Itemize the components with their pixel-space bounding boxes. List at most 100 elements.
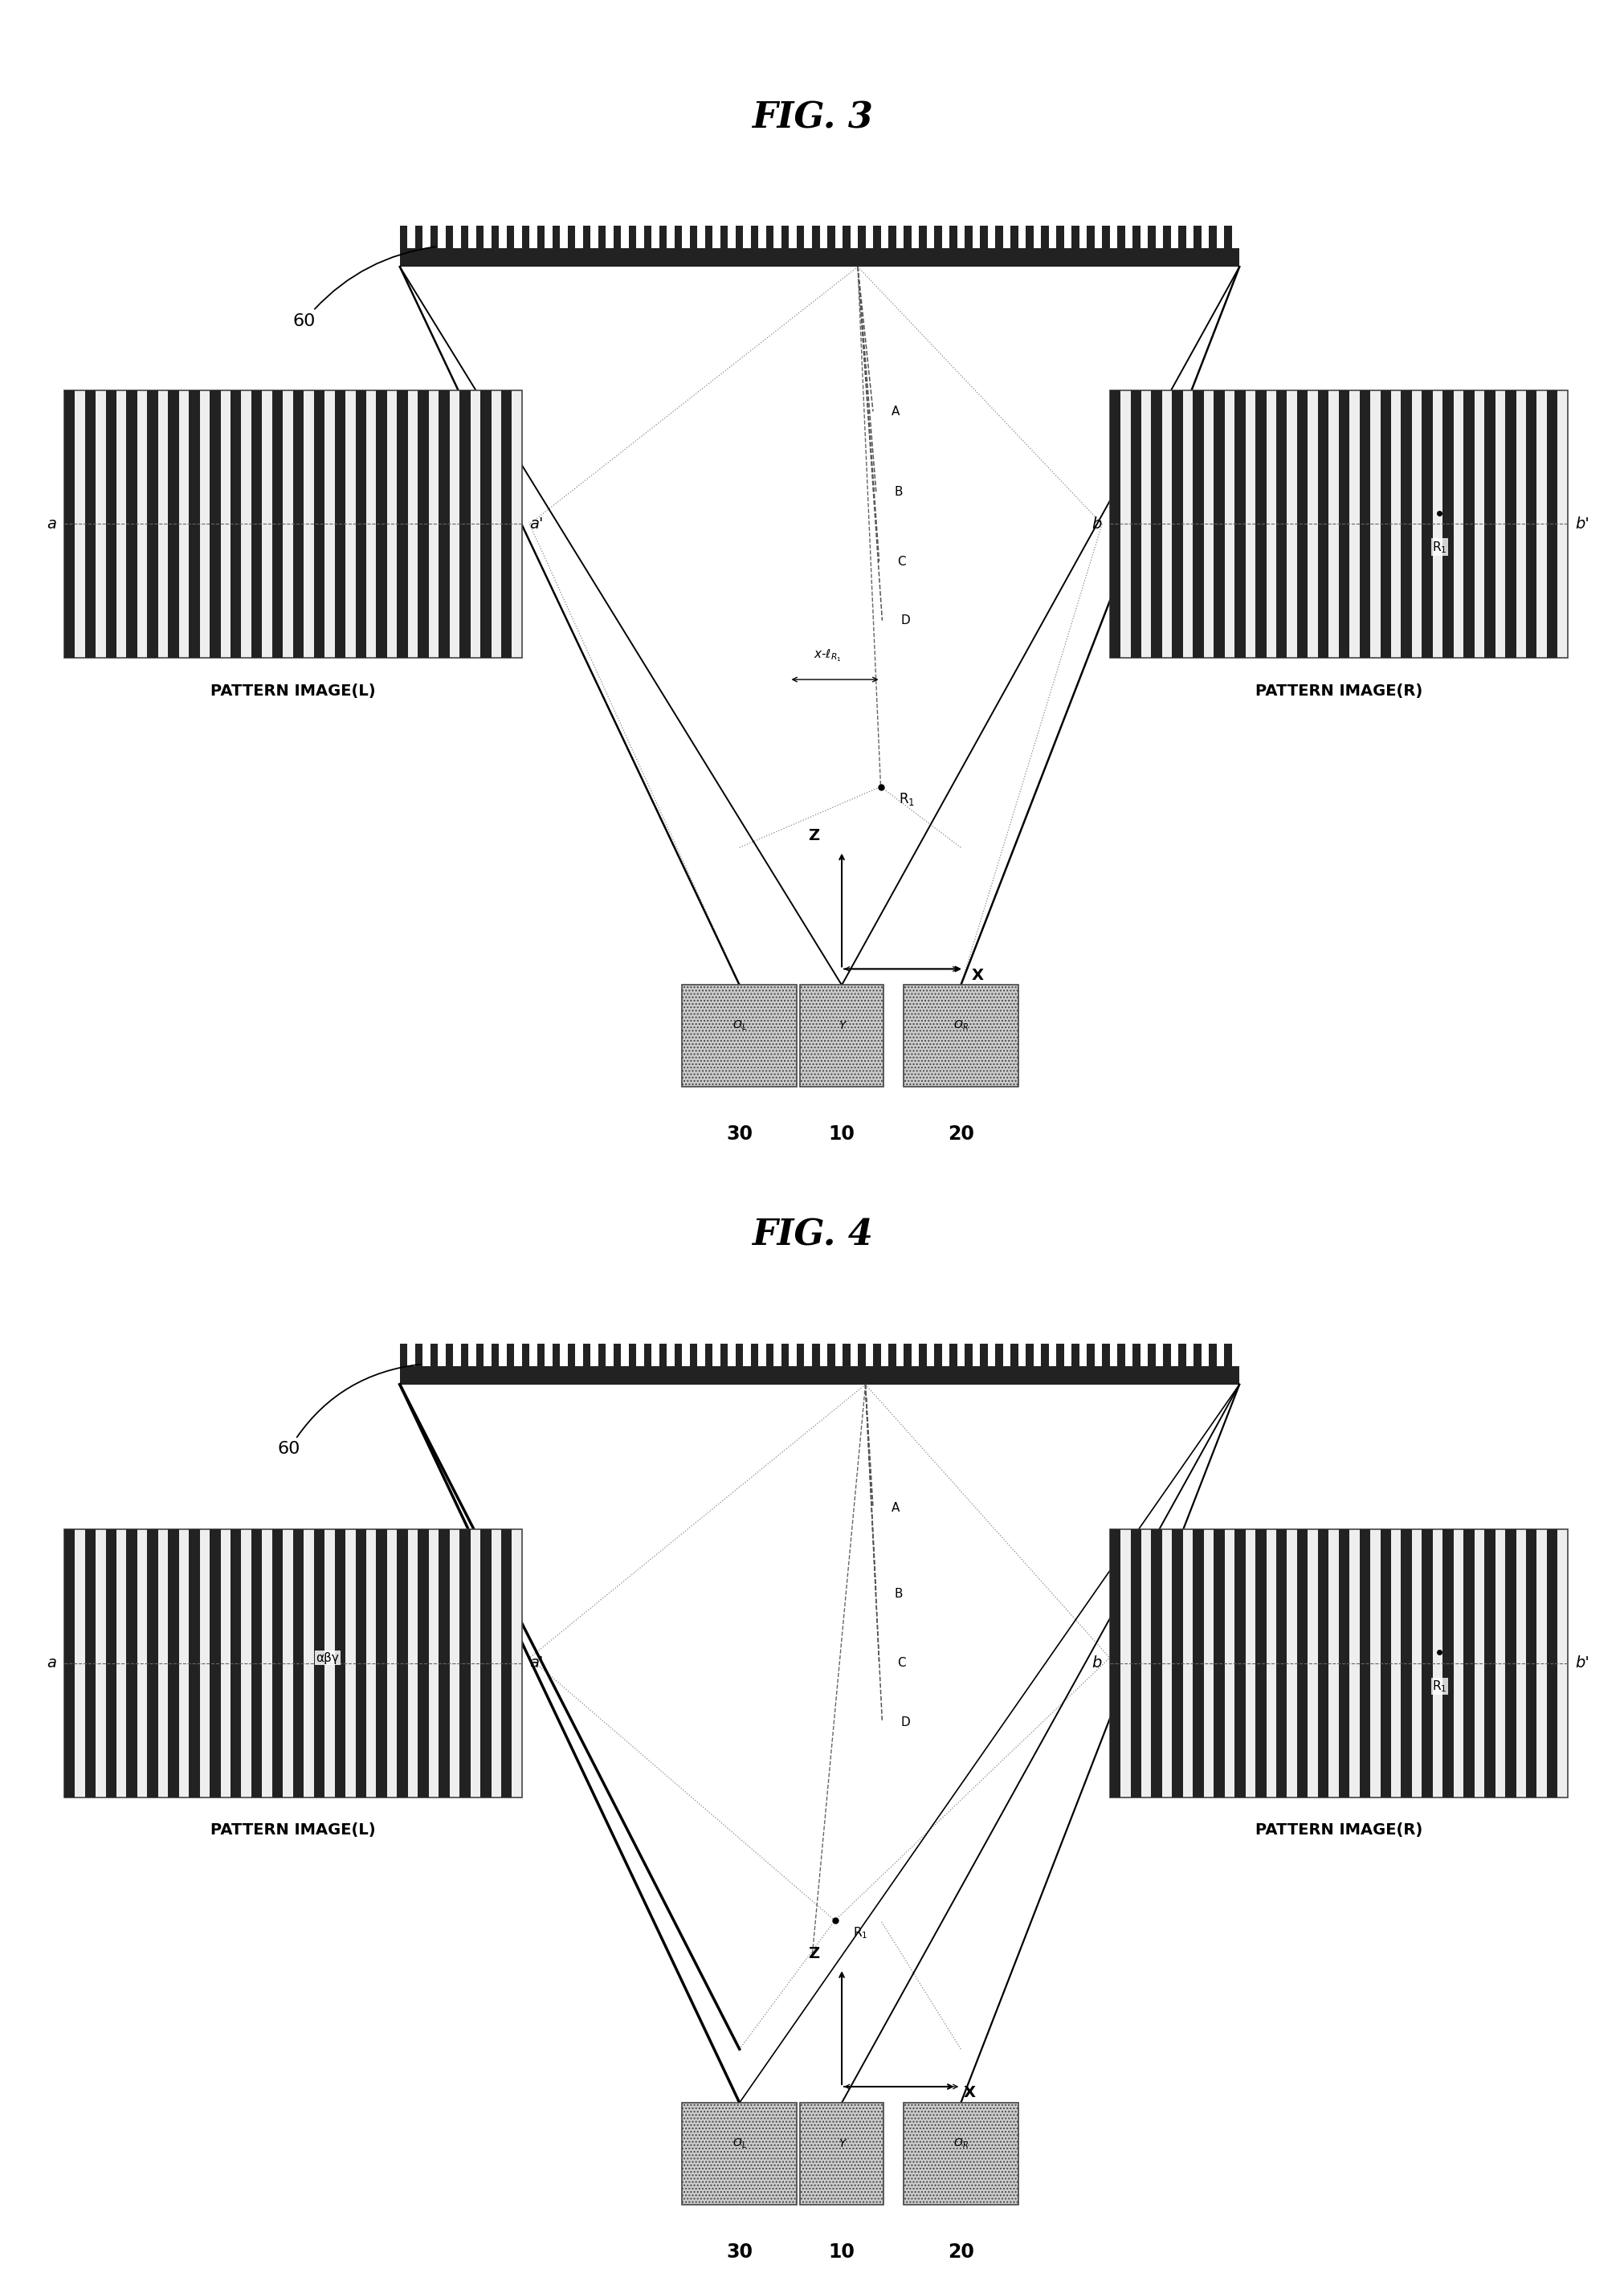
Bar	[461, 226, 468, 249]
Text: O$_R$: O$_R$	[953, 2137, 968, 2151]
Bar	[1224, 226, 1233, 249]
Bar	[965, 226, 973, 249]
Bar	[188, 1528, 200, 1797]
Bar	[252, 1528, 261, 1797]
Bar	[979, 1344, 987, 1366]
Bar	[1109, 390, 1121, 657]
Bar	[1234, 390, 1246, 657]
Bar	[903, 1344, 911, 1366]
Bar	[750, 1344, 758, 1366]
Bar	[552, 1344, 560, 1366]
Bar	[521, 1344, 529, 1366]
Bar	[252, 390, 261, 657]
Bar	[492, 1344, 499, 1366]
Text: b: b	[1091, 1656, 1103, 1670]
Bar	[857, 226, 866, 249]
Bar	[1463, 390, 1475, 657]
Bar	[996, 226, 1004, 249]
Text: PATTERN IMAGE(L): PATTERN IMAGE(L)	[211, 1823, 375, 1838]
Text: b': b'	[1575, 1656, 1590, 1670]
Bar	[127, 390, 138, 657]
Bar	[400, 226, 408, 249]
Bar	[705, 226, 713, 249]
Bar	[106, 390, 117, 657]
Bar	[1546, 1528, 1557, 1797]
Bar	[84, 1528, 96, 1797]
Bar	[721, 226, 728, 249]
Bar	[1117, 1344, 1125, 1366]
Bar	[1010, 226, 1018, 249]
Bar	[614, 1344, 620, 1366]
Bar	[1423, 1528, 1432, 1797]
Text: 10: 10	[828, 2242, 854, 2260]
Bar	[231, 390, 242, 657]
Bar	[63, 1528, 75, 1797]
Bar	[1086, 226, 1095, 249]
Bar	[1380, 390, 1392, 657]
Bar	[63, 390, 521, 657]
Bar	[1484, 1528, 1496, 1797]
Bar	[965, 1344, 973, 1366]
Bar	[645, 226, 651, 249]
Text: 30: 30	[726, 2242, 754, 2260]
Bar	[1163, 226, 1171, 249]
Bar	[460, 390, 471, 657]
Text: X: X	[965, 2085, 976, 2101]
Bar	[1056, 226, 1064, 249]
Bar	[148, 390, 158, 657]
Text: O$_L$: O$_L$	[732, 2137, 747, 2151]
Bar	[903, 226, 911, 249]
Bar	[767, 1344, 773, 1366]
Bar	[481, 1528, 490, 1797]
Bar	[507, 1344, 515, 1366]
Bar	[797, 1344, 804, 1366]
Bar	[416, 1344, 422, 1366]
Bar	[127, 1528, 138, 1797]
Bar	[476, 1344, 484, 1366]
Bar	[781, 226, 789, 249]
Bar	[1234, 1528, 1246, 1797]
Bar	[812, 1344, 820, 1366]
Bar	[1213, 390, 1224, 657]
Bar	[682, 2103, 797, 2203]
Text: αβγ: αβγ	[315, 1651, 339, 1663]
Bar	[690, 226, 697, 249]
Bar	[1072, 226, 1080, 249]
Bar	[1359, 1528, 1371, 1797]
Text: A: A	[892, 406, 900, 417]
Bar	[827, 1344, 835, 1366]
Bar	[273, 1528, 283, 1797]
Bar	[1194, 226, 1202, 249]
Text: 60: 60	[278, 1364, 421, 1458]
Bar	[438, 390, 450, 657]
Bar	[903, 985, 1018, 1086]
Bar	[1317, 1528, 1328, 1797]
Bar	[888, 226, 896, 249]
Bar	[1109, 390, 1567, 657]
Bar	[690, 1344, 697, 1366]
Bar	[481, 390, 490, 657]
Text: D: D	[901, 614, 909, 627]
Bar	[552, 226, 560, 249]
Bar	[1380, 1528, 1392, 1797]
Text: a: a	[47, 516, 57, 531]
Bar	[1151, 390, 1163, 657]
Bar	[1505, 1528, 1517, 1797]
Text: R$_1$: R$_1$	[1432, 1679, 1447, 1695]
Bar	[843, 1344, 851, 1366]
Bar	[106, 1528, 117, 1797]
Bar	[583, 226, 591, 249]
Text: O$_L$: O$_L$	[732, 1020, 747, 1033]
Text: A: A	[892, 1501, 900, 1515]
Bar	[1194, 1344, 1202, 1366]
Bar	[874, 226, 880, 249]
Bar	[63, 390, 75, 657]
Bar	[1442, 390, 1453, 657]
Bar	[1442, 1528, 1453, 1797]
Bar	[950, 1344, 957, 1366]
Bar	[659, 226, 667, 249]
Bar	[682, 985, 797, 1086]
Bar	[674, 226, 682, 249]
Bar	[812, 226, 820, 249]
Text: FIG. 4: FIG. 4	[752, 1218, 872, 1252]
